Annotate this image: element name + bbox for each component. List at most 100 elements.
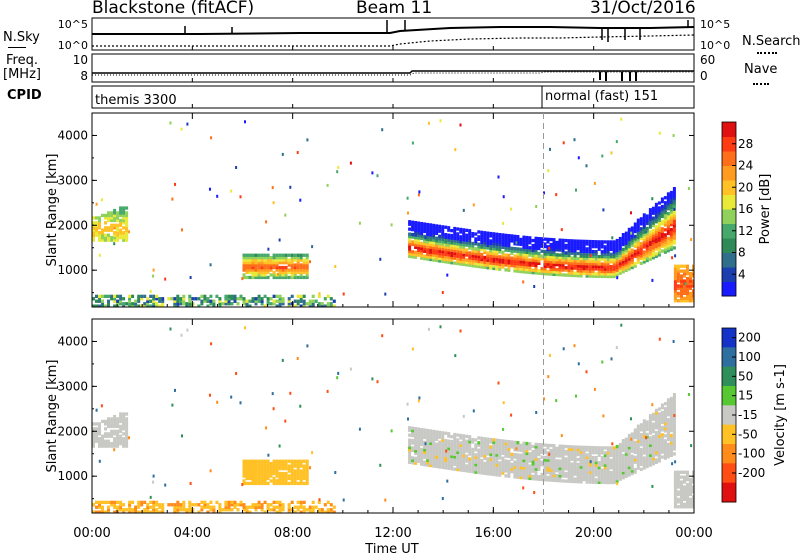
power-echo-cell bbox=[306, 138, 309, 142]
velocity-echo-cell bbox=[92, 437, 95, 441]
power-echo-cell bbox=[603, 262, 607, 266]
velocity-echo-cell bbox=[329, 508, 333, 512]
velocity-echo-cell bbox=[260, 479, 264, 483]
power-echo-cell bbox=[239, 297, 243, 301]
velocity-echo-cell bbox=[329, 510, 333, 513]
power-echo-cell bbox=[435, 241, 439, 245]
velocity-echo-cell bbox=[534, 450, 538, 454]
power-echo-cell bbox=[606, 267, 610, 271]
power-echo-cell bbox=[558, 258, 562, 262]
power-echo-cell bbox=[648, 232, 652, 237]
velocity-echo-cell bbox=[660, 425, 664, 430]
velocity-echo-cell bbox=[98, 510, 101, 513]
power-echo-cell bbox=[669, 235, 673, 239]
velocity-echo-cell bbox=[492, 450, 496, 454]
power-echo-cell bbox=[673, 281, 677, 286]
power-echo-cell bbox=[651, 246, 655, 250]
power-echo-cell bbox=[281, 256, 285, 260]
velocity-echo-cell bbox=[287, 510, 291, 513]
velocity-echo-cell bbox=[528, 452, 532, 456]
power-echo-cell bbox=[673, 267, 677, 271]
power-echo-cell bbox=[510, 264, 514, 268]
power-echo-cell bbox=[543, 262, 547, 266]
power-echo-cell bbox=[645, 246, 649, 250]
velocity-echo-cell bbox=[465, 447, 469, 451]
velocity-echo-cell bbox=[278, 467, 282, 471]
power-echo-cell bbox=[680, 281, 683, 286]
x-tick-label: 20:00 bbox=[575, 526, 612, 541]
velocity-echo-cell bbox=[450, 449, 454, 454]
velocity-echo-cell bbox=[212, 510, 216, 513]
velocity-echo-cell bbox=[612, 461, 616, 465]
power-echo-cell bbox=[495, 244, 499, 249]
velocity-echo-cell bbox=[588, 478, 592, 482]
power-echo-cell bbox=[210, 136, 213, 140]
power-echo-cell bbox=[456, 257, 460, 261]
velocity-echo-cell bbox=[411, 434, 415, 438]
power-echo-cell bbox=[492, 237, 496, 241]
power-echo-cell bbox=[525, 238, 529, 242]
power-echo-cell bbox=[489, 231, 493, 236]
velocity-echo-cell bbox=[663, 421, 667, 426]
velocity-echo-cell bbox=[648, 431, 652, 435]
velocity-echo-cell bbox=[188, 503, 192, 507]
power-echo-cell bbox=[690, 238, 693, 242]
velocity-echo-cell bbox=[666, 405, 670, 409]
power-echo-cell bbox=[137, 299, 141, 303]
power-echo-cell bbox=[609, 240, 613, 244]
power-echo-cell bbox=[206, 299, 210, 303]
velocity-echo-cell bbox=[122, 442, 126, 446]
velocity-echo-cell bbox=[113, 422, 117, 426]
power-echo-cell bbox=[672, 211, 676, 215]
power-echo-cell bbox=[408, 232, 412, 236]
velocity-echo-cell bbox=[296, 462, 300, 466]
station-title: Blackstone (fitACF) bbox=[92, 0, 255, 18]
power-echo-cell bbox=[537, 251, 541, 256]
power-echo-cell bbox=[417, 224, 421, 228]
power-echo-cell bbox=[245, 299, 249, 303]
velocity-echo-cell bbox=[411, 446, 415, 450]
power-echo-cell bbox=[498, 237, 502, 242]
velocity-echo-cell bbox=[426, 456, 430, 460]
power-echo-cell bbox=[552, 272, 556, 276]
power-echo-cell bbox=[666, 224, 670, 228]
power-echo-cell bbox=[429, 250, 433, 254]
y-axis-title: Slant Range [km] bbox=[45, 154, 60, 267]
power-echo-cell bbox=[525, 253, 529, 257]
power-echo-cell bbox=[311, 302, 315, 306]
velocity-echo-cell bbox=[498, 439, 502, 443]
power-echo-cell bbox=[176, 299, 180, 303]
power-echo-cell bbox=[471, 232, 475, 236]
velocity-echo-cell bbox=[630, 454, 634, 458]
velocity-echo-cell bbox=[673, 490, 677, 494]
power-echo-cell bbox=[471, 246, 475, 251]
velocity-echo-cell bbox=[293, 464, 297, 468]
velocity-echo-cell bbox=[203, 503, 207, 507]
power-echo-cell bbox=[125, 226, 129, 230]
velocity-echo-cell bbox=[305, 462, 309, 466]
velocity-echo-cell bbox=[561, 464, 565, 468]
velocity-echo-cell bbox=[320, 508, 324, 512]
power-echo-cell bbox=[680, 294, 683, 298]
power-echo-cell bbox=[648, 220, 652, 224]
velocity-echo-cell bbox=[203, 500, 207, 504]
power-echo-cell bbox=[540, 269, 544, 273]
power-echo-cell bbox=[591, 267, 595, 271]
velocity-echo-cell bbox=[543, 397, 545, 401]
power-echo-cell bbox=[531, 243, 535, 248]
velocity-echo-cell bbox=[525, 471, 529, 475]
power-echo-cell bbox=[591, 245, 595, 249]
velocity-echo-cell bbox=[429, 429, 433, 433]
velocity-echo-cell bbox=[519, 453, 523, 457]
velocity-echo-cell bbox=[444, 441, 448, 445]
velocity-echo-cell bbox=[633, 431, 637, 435]
power-echo-cell bbox=[432, 258, 436, 262]
velocity-echo-cell bbox=[546, 475, 550, 480]
velocity-echo-cell bbox=[278, 505, 282, 509]
velocity-echo-cell bbox=[633, 450, 637, 454]
velocity-echo-cell bbox=[534, 460, 538, 464]
power-echo-cell bbox=[657, 226, 661, 230]
velocity-echo-cell bbox=[408, 428, 412, 432]
velocity-echo-cell bbox=[609, 451, 613, 455]
velocity-echo-cell bbox=[609, 466, 613, 470]
